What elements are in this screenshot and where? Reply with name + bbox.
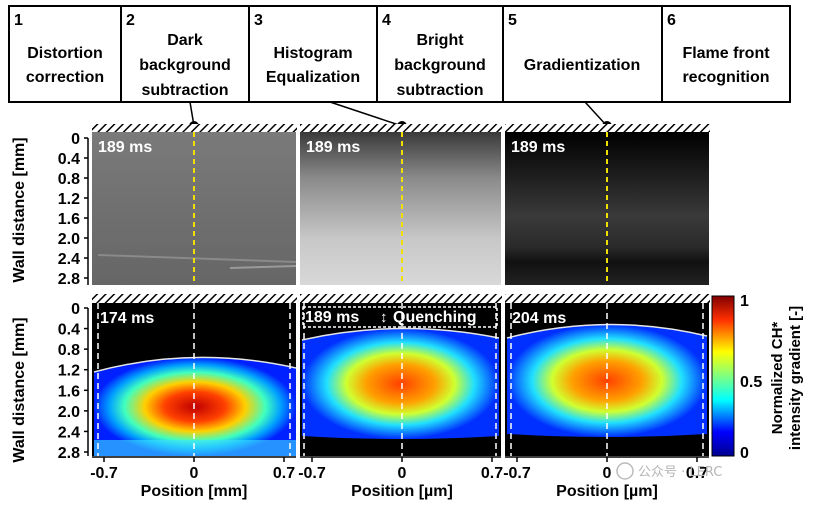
step-label-line1: Histogram <box>273 45 352 62</box>
top-panel-3-time: 189 ms <box>511 139 565 156</box>
step-box-2: 2 Dark background subtraction <box>120 5 250 103</box>
bottom-y-tick-label: 2.8 <box>58 445 80 462</box>
watermark: 公众号 · LERC <box>616 462 722 480</box>
x-axis-label-2: Position [µm] <box>351 483 453 500</box>
step-number: 2 <box>126 12 135 29</box>
x-tick-label: 0 <box>190 465 199 482</box>
top-y-tick-label: 0.8 <box>58 171 80 188</box>
top-y-tick-label: 2.8 <box>58 271 80 288</box>
step-box-5: 5 Gradientization <box>502 5 663 103</box>
step-number: 1 <box>14 12 23 29</box>
watermark-text: 公众号 · LERC <box>638 465 722 480</box>
step-label-line3: subtraction <box>396 82 483 99</box>
wechat-icon <box>616 462 634 480</box>
bottom-panel-1: 174 ms <box>92 294 297 456</box>
step-label-line1: Flame front <box>682 45 770 62</box>
x-tick-label: 0 <box>603 465 612 482</box>
top-y-tick-label: 2.0 <box>58 231 80 248</box>
bottom-panel-3: 204 ms <box>505 294 710 456</box>
bottom-y-tick-label: 1.2 <box>58 363 80 380</box>
x-axes: -0.7 0 0.7 -0.7 0 0.7 -0.7 0 0.7 Position [mm] P… <box>90 456 709 500</box>
top-y-tick-label: 0.4 <box>58 151 80 168</box>
bottom-y-axis: Wall distance [mm] 0 0.4 0.8 1.2 1.6 2.0 2.4 2.… <box>11 301 89 463</box>
step-number: 5 <box>508 12 517 29</box>
step-label-line2: recognition <box>682 69 769 86</box>
step-label-line2: correction <box>26 69 104 86</box>
bottom-y-tick-label: 2.0 <box>58 404 80 421</box>
x-tick-label: -0.7 <box>298 465 326 482</box>
top-y-axis-label: Wall distance [mm] <box>11 137 28 282</box>
bottom-panel-1-time: 174 ms <box>100 310 154 327</box>
x-tick-label: -0.7 <box>90 465 118 482</box>
x-axis-label-1: Position [mm] <box>141 483 248 500</box>
step-label-line1: Gradientization <box>524 57 640 74</box>
top-y-tick-label: 1.6 <box>58 211 80 228</box>
top-panel-2: 189 ms <box>300 124 502 285</box>
x-tick-label: 0.7 <box>481 465 503 482</box>
step-box-1: 1 Distortion correction <box>8 5 122 103</box>
bottom-y-axis-label: Wall distance [mm] <box>11 317 28 462</box>
x-ticks: -0.7 0 0.7 -0.7 0 0.7 -0.7 0 0.7 <box>90 457 708 482</box>
top-y-axis: Wall distance [mm] 0 0.4 0.8 1.2 1.6 2.0 2.4 2.… <box>11 131 89 288</box>
bottom-panel-2: 189 ms ↕ Quenching <box>300 294 502 456</box>
x-tick-label: 0.7 <box>686 465 708 482</box>
top-panel-2-image <box>300 132 501 285</box>
top-panel-2-time: 189 ms <box>306 139 360 156</box>
top-y-ticks: 0 0.4 0.8 1.2 1.6 2.0 2.4 2.8 <box>58 131 88 288</box>
bottom-y-tick-label: 1.6 <box>58 383 80 400</box>
step-label-line2: background <box>139 57 231 74</box>
step-label-line1: Bright <box>416 32 464 49</box>
step-label-line2: background <box>394 57 486 74</box>
quenching-arrow: ↕ <box>380 309 388 326</box>
step-box-4: 4 Bright background subtraction <box>376 5 504 103</box>
step-label-line3: subtraction <box>141 82 228 99</box>
bottom-panel-2-time: 189 ms <box>305 309 359 326</box>
x-tick-label: -0.7 <box>503 465 531 482</box>
colorbar-tick-0: 0 <box>740 445 749 462</box>
top-y-tick-label: 2.4 <box>58 251 80 268</box>
step-box-3: 3 Histogram Equalization <box>248 5 378 103</box>
step-number: 6 <box>667 12 676 29</box>
step-box-6: 6 Flame front recognition <box>661 5 791 103</box>
bottom-y-tick-label: 0.4 <box>58 322 80 339</box>
top-panel-1: 189 ms <box>92 124 297 285</box>
bottom-y-tick-label: 2.4 <box>58 424 80 441</box>
step-boxes: 1 Distortion correction 2 Dark backgroun… <box>8 5 791 103</box>
colorbar-tick-05: 0.5 <box>740 374 762 391</box>
colorbar-title-line2: intensity gradient [-] <box>787 306 804 450</box>
step-number: 4 <box>382 12 391 29</box>
x-axis-label-3: Position [µm] <box>556 483 658 500</box>
bottom-y-tick-label: 0.8 <box>58 342 80 359</box>
colorbar-gradient <box>711 295 735 457</box>
step-number: 3 <box>254 12 263 29</box>
colorbar: 1 0.5 0 Normalized CH* intensity gradien… <box>711 293 804 462</box>
colorbar-tick-1: 1 <box>740 293 749 310</box>
bottom-panel-3-time: 204 ms <box>512 310 566 327</box>
top-panel-3: 189 ms <box>505 124 710 285</box>
top-panel-1-time: 189 ms <box>98 139 152 156</box>
step-label-line2: Equalization <box>266 69 360 86</box>
x-tick-label: 0.7 <box>273 465 295 482</box>
top-y-tick-label: 1.2 <box>58 191 80 208</box>
colorbar-title-line1: Normalized CH* <box>769 322 786 435</box>
quenching-label: Quenching <box>393 309 477 326</box>
bottom-y-tick-label: 0 <box>71 301 80 318</box>
x-tick-label: 0 <box>398 465 407 482</box>
step-label-line1: Distortion <box>27 45 103 62</box>
bottom-y-ticks: 0 0.4 0.8 1.2 1.6 2.0 2.4 2.8 <box>58 301 88 462</box>
step-label-line1: Dark <box>167 32 203 49</box>
top-y-tick-label: 0 <box>71 131 80 148</box>
